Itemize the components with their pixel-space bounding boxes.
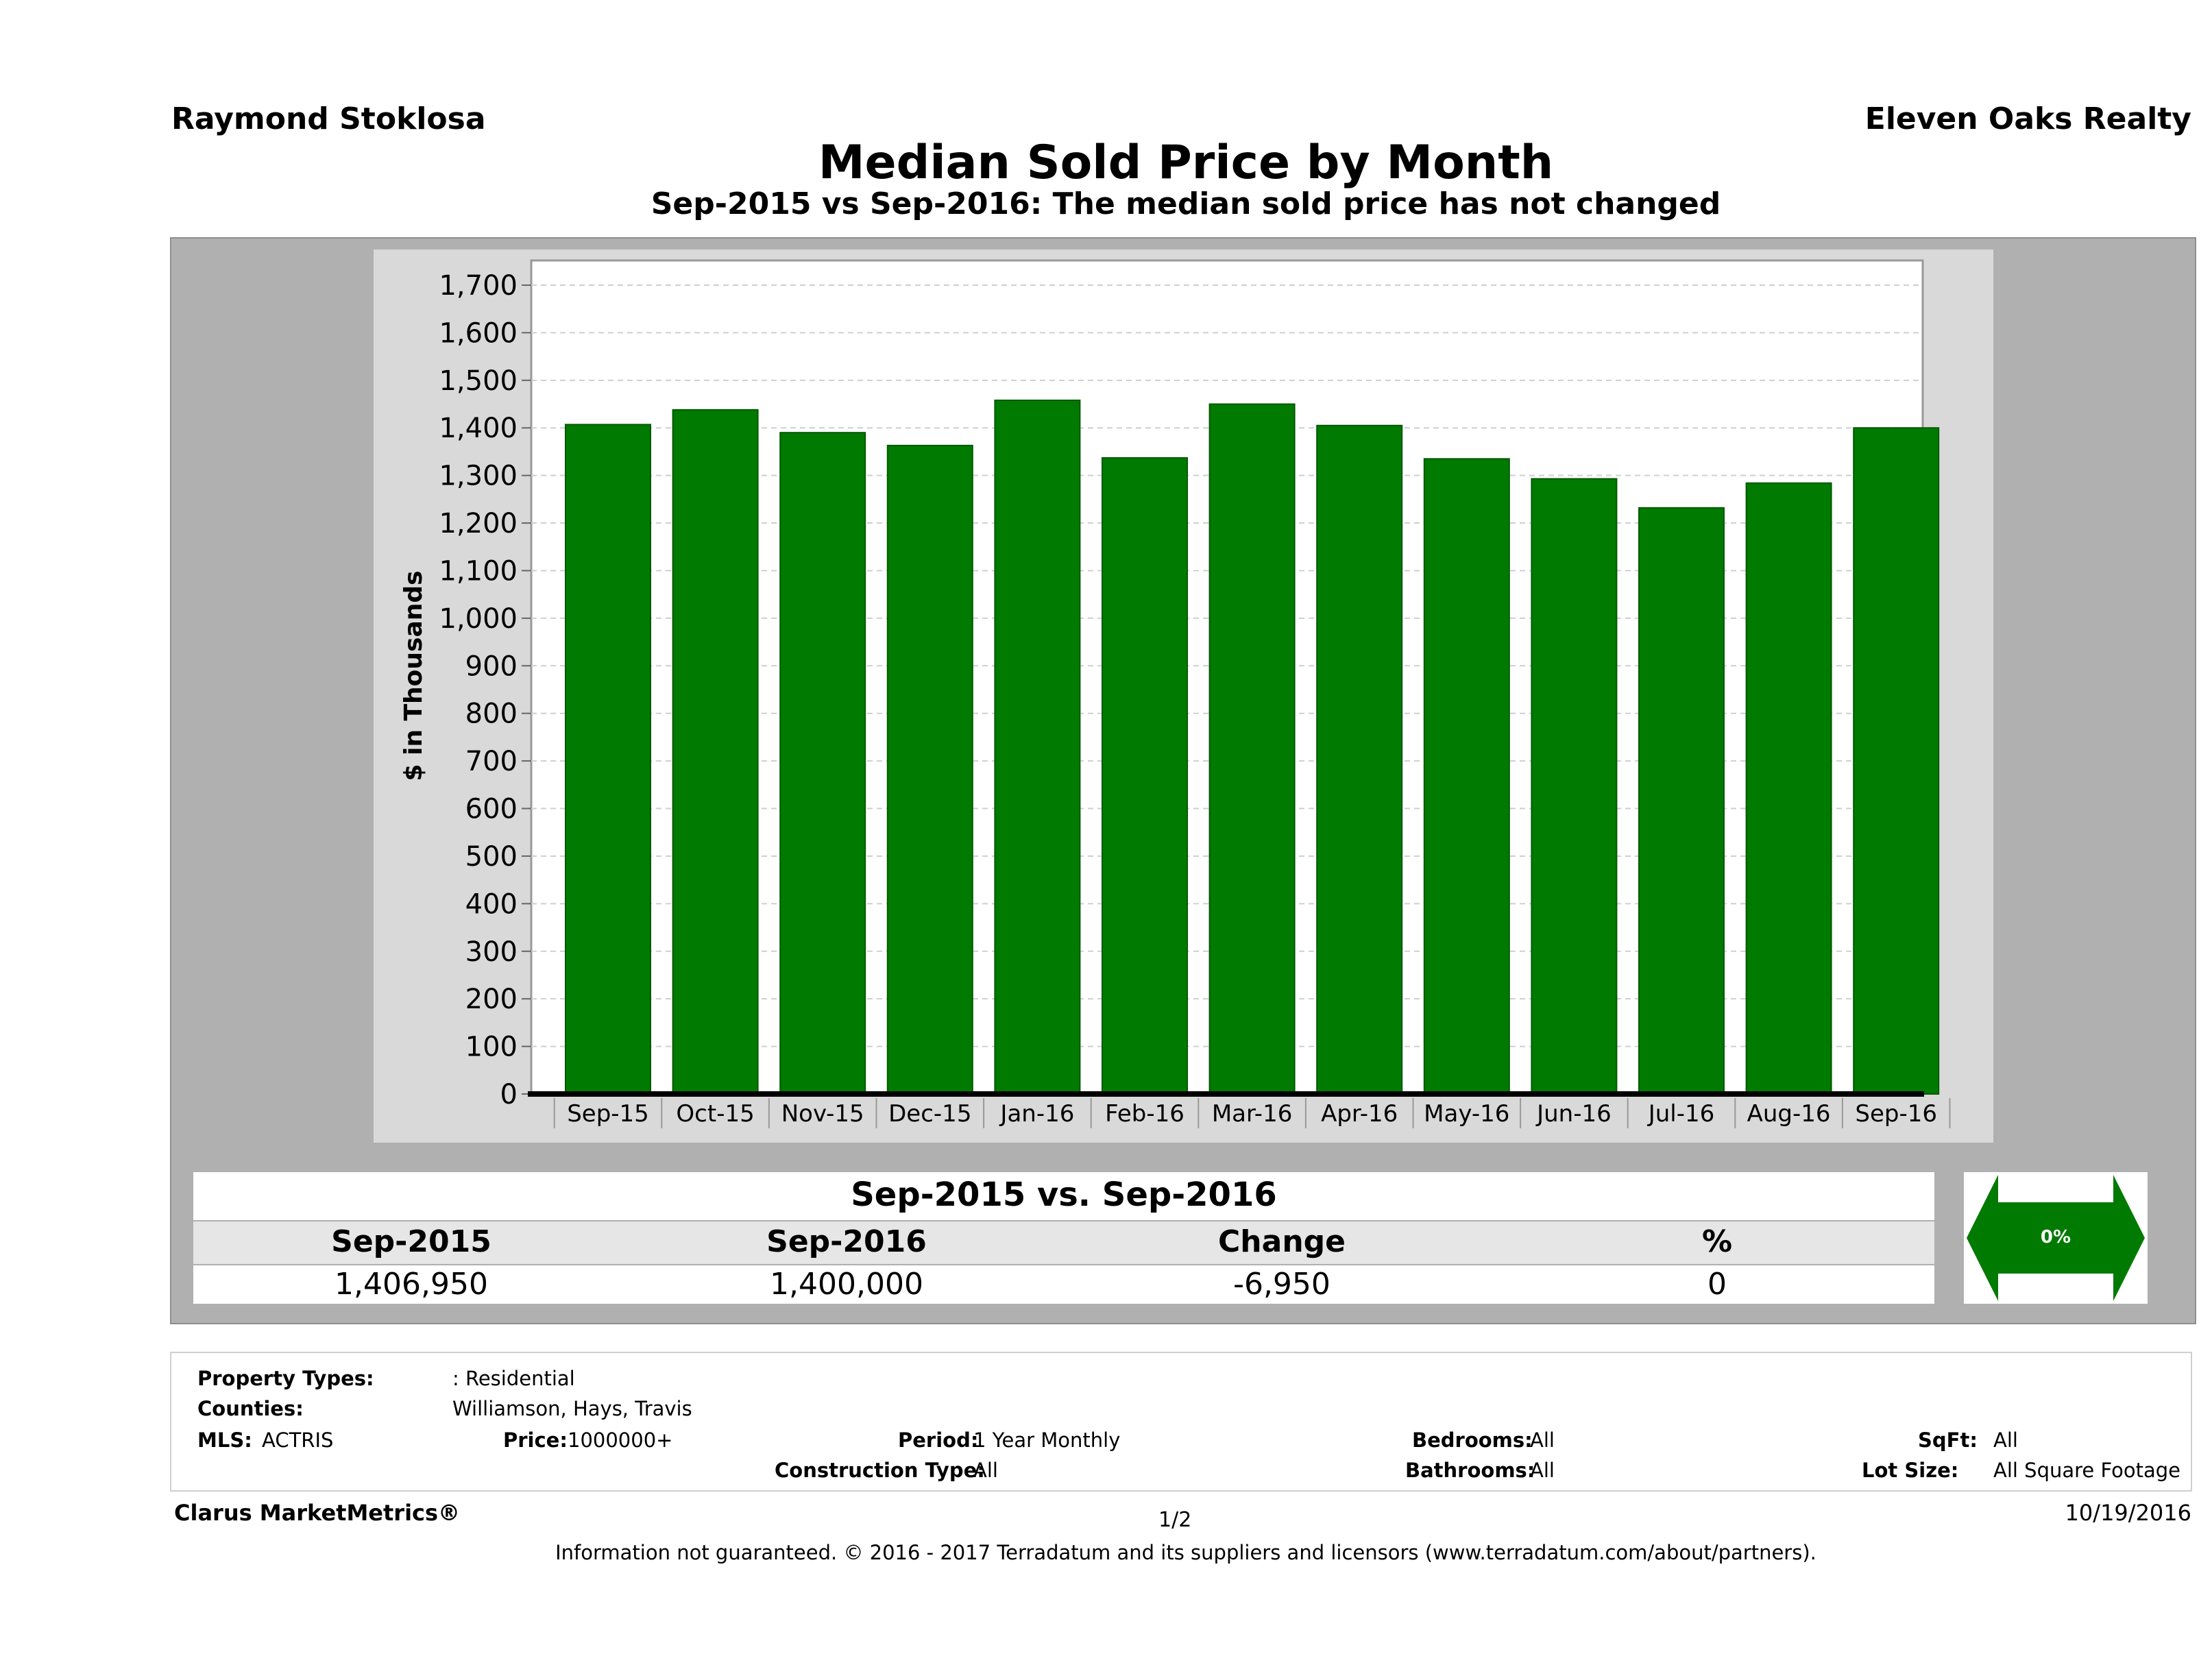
construction-type-label: Construction Type: [775, 1459, 985, 1482]
sqft-label: SqFt: [1918, 1428, 1978, 1452]
x-tick-label: Jun-16 [1535, 1100, 1612, 1128]
mls-label: MLS: [197, 1428, 252, 1452]
y-tick-label: 1,600 [439, 317, 518, 349]
x-tick-label: Jan-16 [999, 1100, 1074, 1128]
y-tick-label: 1,100 [439, 555, 518, 587]
property-types-label: Property Types: [197, 1367, 374, 1390]
summary-header-sep-2016: Sep-2016 [766, 1224, 927, 1259]
price-label: Price: [503, 1428, 568, 1452]
bar-Oct-15 [672, 409, 759, 1095]
counties-label: Counties: [197, 1397, 304, 1420]
x-tick-label: Jul-16 [1647, 1100, 1715, 1128]
bar-May-16 [1423, 458, 1510, 1095]
x-tick-label: Nov-15 [781, 1100, 864, 1128]
bar-Dec-15 [886, 444, 973, 1095]
summary-value-change: -6,950 [1233, 1267, 1330, 1302]
brokerage-name: Eleven Oaks Realty [1864, 101, 2191, 136]
chart-subtitle: Sep-2015 vs Sep-2016: The median sold pr… [651, 186, 1721, 221]
y-tick-label: 1,700 [439, 270, 518, 302]
summary-header-percent: % [1701, 1224, 1733, 1259]
x-tick-label: Feb-16 [1105, 1100, 1184, 1128]
sqft-value: All [1993, 1428, 2018, 1452]
y-tick-label: 300 [465, 936, 518, 968]
filter-panel: Property Types: : Residential Counties: … [170, 1352, 2192, 1492]
change-indicator-label: 0% [2040, 1227, 2071, 1248]
bar-Feb-16 [1102, 457, 1188, 1095]
bar-Aug-16 [1745, 482, 1832, 1095]
bedrooms-value: All [1530, 1428, 1555, 1452]
summary-title-bar [193, 1172, 1934, 1220]
bathrooms-value: All [1530, 1459, 1555, 1482]
bathrooms-label: Bathrooms: [1405, 1459, 1535, 1482]
bar-Nov-15 [779, 432, 866, 1095]
period-label: Period: [898, 1428, 979, 1452]
x-tick-label: Oct-15 [676, 1100, 754, 1128]
bar-Sep-16 [1853, 427, 1940, 1095]
y-tick-label: 0 [500, 1079, 518, 1110]
y-tick-label: 800 [465, 698, 518, 730]
bar-Jan-16 [994, 399, 1081, 1095]
summary-header-row [193, 1221, 1934, 1264]
y-axis-label: $ in Thousands [400, 570, 428, 781]
y-tick-label: 1,300 [439, 461, 518, 492]
x-tick-label: Mar-16 [1212, 1100, 1293, 1128]
x-tick-label: Sep-15 [567, 1100, 649, 1128]
summary-value-percent: 0 [1707, 1267, 1727, 1302]
bar-Apr-16 [1316, 424, 1403, 1095]
summary-title: Sep-2015 vs. Sep-2016 [851, 1176, 1277, 1214]
price-value: 1000000+ [568, 1428, 673, 1452]
lot-size-value: All Square Footage [1993, 1459, 2181, 1482]
bar-Jul-16 [1638, 507, 1725, 1095]
x-tick-label: Aug-16 [1747, 1100, 1831, 1128]
mls-value: ACTRIS [262, 1428, 334, 1452]
summary-header-change: Change [1218, 1224, 1346, 1259]
summary-value-sep-2016: 1,400,000 [770, 1267, 923, 1302]
bar-chart: 0 100 200 300 400 500 600 700 800 900 1,000 1,100 1,… [400, 259, 1951, 1128]
y-tick-label: 100 [465, 1032, 518, 1063]
summary-value-row [193, 1265, 1934, 1304]
y-tick-label: 1,200 [439, 508, 518, 539]
footer-brand: Clarus MarketMetrics® [174, 1500, 461, 1526]
summary-value-sep-2015: 1,406,950 [335, 1267, 488, 1302]
y-tick-label: 900 [465, 650, 518, 682]
property-types-value: : Residential [452, 1367, 575, 1390]
y-tick-label: 500 [465, 841, 518, 873]
report-date: 10/19/2016 [2065, 1500, 2191, 1526]
double-arrow-icon [1967, 1175, 2145, 1301]
construction-type-value: All [973, 1459, 998, 1482]
bedrooms-label: Bedrooms: [1412, 1428, 1533, 1452]
y-tick-label: 600 [465, 794, 518, 825]
x-tick-label: Sep-16 [1855, 1100, 1937, 1128]
counties-value: Williamson, Hays, Travis [452, 1397, 692, 1420]
y-tick-label: 700 [465, 746, 518, 777]
y-tick-label: 1,400 [439, 413, 518, 444]
lot-size-label: Lot Size: [1862, 1459, 1959, 1482]
bar-Mar-16 [1208, 403, 1296, 1095]
bar-Jun-16 [1531, 478, 1618, 1095]
page-number: 1/2 [1158, 1508, 1192, 1532]
change-indicator-box [1964, 1172, 2148, 1304]
x-tick-label: May-16 [1424, 1100, 1509, 1128]
y-tick-label: 200 [465, 984, 518, 1015]
agent-name: Raymond Stoklosa [171, 101, 486, 136]
x-tick-label: Dec-15 [888, 1100, 971, 1128]
y-tick-label: 1,000 [439, 603, 518, 635]
x-tick-label: Apr-16 [1321, 1100, 1398, 1128]
y-tick-label: 400 [465, 888, 518, 920]
bar-Sep-15 [565, 424, 651, 1095]
summary-header-sep-2015: Sep-2015 [331, 1224, 491, 1259]
disclaimer: Information not guaranteed. © 2016 - 201… [555, 1541, 1816, 1564]
chart-title: Median Sold Price by Month [818, 136, 1554, 190]
y-tick-label: 1,500 [439, 365, 518, 397]
period-value: 1 Year Monthly [973, 1428, 1121, 1452]
